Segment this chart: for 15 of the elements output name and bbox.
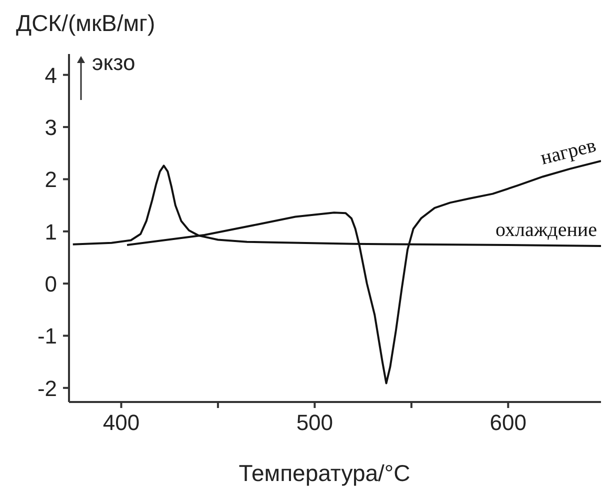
y-axis-title: ДСК/(мкВ/мг)	[16, 10, 156, 37]
y-tick-label: 3	[44, 115, 57, 140]
y-tick-label: 4	[44, 62, 57, 88]
x-tick-label: 600	[490, 410, 526, 435]
annotation: экзо	[92, 50, 136, 76]
y-tick-label: 1	[44, 219, 57, 244]
y-tick-label: 2	[44, 167, 57, 192]
y-tick-label: -2	[37, 376, 57, 401]
x-tick-label: 500	[296, 410, 334, 435]
x-tick-label: 400	[102, 410, 140, 435]
x-axis-title: Температура/°C	[238, 460, 412, 487]
y-tick-label: 0	[44, 272, 57, 297]
text: нагрев	[538, 134, 598, 170]
y-tick-label: -1	[37, 324, 57, 349]
series-label: охлаждение	[495, 219, 598, 241]
